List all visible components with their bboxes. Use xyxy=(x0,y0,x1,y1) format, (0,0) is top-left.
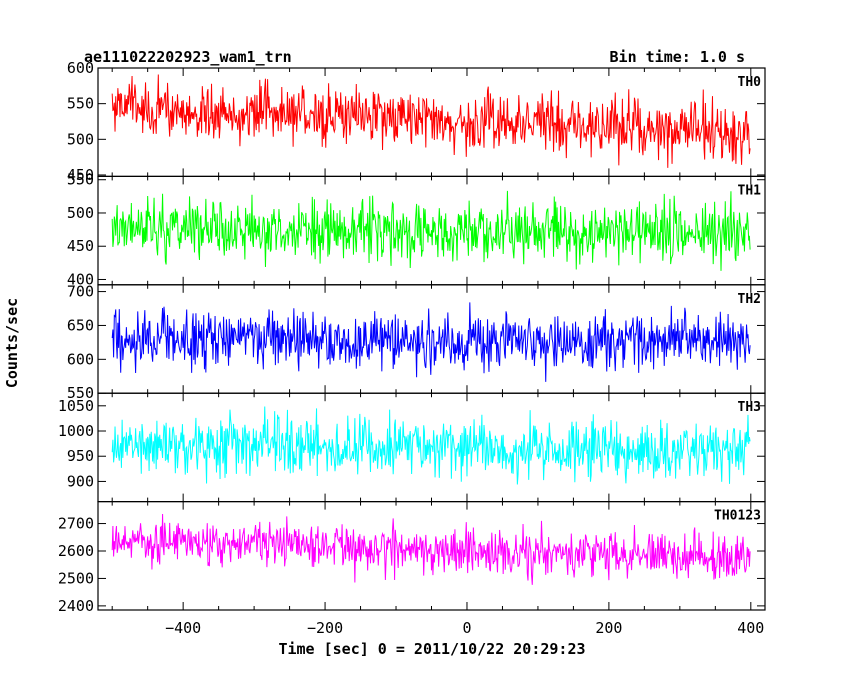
y-tick-label: 2400 xyxy=(58,597,94,615)
series-line-th3 xyxy=(111,406,751,485)
bin-time-label: Bin time: 1.0 s xyxy=(610,48,745,66)
x-tick-label: 0 xyxy=(462,619,471,637)
y-tick-label: 2500 xyxy=(58,569,94,587)
panel-th2: 550 600 650 700 TH2 xyxy=(67,283,766,402)
y-tick-label: 900 xyxy=(67,472,94,490)
y-tick-label: 2700 xyxy=(58,515,94,533)
panel-th1: 400 450 500 550 TH1 xyxy=(67,171,766,288)
y-tick-label: 500 xyxy=(67,130,94,148)
panel-label-th0123: TH0123 xyxy=(714,509,761,524)
x-axis-label: Time [sec] 0 = 2011/10/22 20:29:23 xyxy=(278,640,585,658)
series-line-th0 xyxy=(111,74,751,168)
panel-th0123: 2400 2500 2600 2700 TH0123 xyxy=(58,501,766,615)
series-line-th1 xyxy=(111,190,751,271)
x-axis: −400 −200 0 200 400 xyxy=(165,619,764,637)
y-tick-label: 400 xyxy=(67,270,94,288)
y-tick-label: 500 xyxy=(67,204,94,222)
chart-title: ae111022202923_wam1_trn xyxy=(84,48,292,66)
y-tick-label: 450 xyxy=(67,237,94,255)
y-tick-label: 600 xyxy=(67,350,94,368)
y-axis-label: Counts/sec xyxy=(3,298,21,388)
y-tick-label: 1000 xyxy=(58,422,94,440)
x-tick-label: −400 xyxy=(165,619,201,637)
panels-group: 450 500 550 600 TH0 400 450 500 550 TH1 550 600 650 7… xyxy=(58,59,766,615)
panel-label-th2: TH2 xyxy=(738,292,761,307)
x-tick-label: 400 xyxy=(737,619,764,637)
series-line-th0123 xyxy=(111,514,751,585)
y-tick-label: 2600 xyxy=(58,542,94,560)
y-tick-label: 650 xyxy=(67,316,94,334)
y-tick-label: 700 xyxy=(67,283,94,301)
x-tick-label: 200 xyxy=(595,619,622,637)
series-line-th2 xyxy=(111,302,751,382)
panel-label-th1: TH1 xyxy=(738,183,762,198)
y-tick-label: 550 xyxy=(67,384,94,402)
y-tick-label: 600 xyxy=(67,59,94,77)
panel-th0: 450 500 550 600 TH0 xyxy=(67,59,766,184)
y-tick-label: 950 xyxy=(67,447,94,465)
panel-th3: 900 950 1000 1050 TH3 xyxy=(58,392,766,503)
y-tick-label: 550 xyxy=(67,95,94,113)
x-tick-label: −200 xyxy=(307,619,343,637)
y-tick-label: 1050 xyxy=(58,397,94,415)
panel-label-th3: TH3 xyxy=(738,400,761,415)
panel-label-th0: TH0 xyxy=(738,75,762,90)
y-tick-label: 550 xyxy=(67,171,94,189)
y-tick-label: 450 xyxy=(67,166,94,184)
